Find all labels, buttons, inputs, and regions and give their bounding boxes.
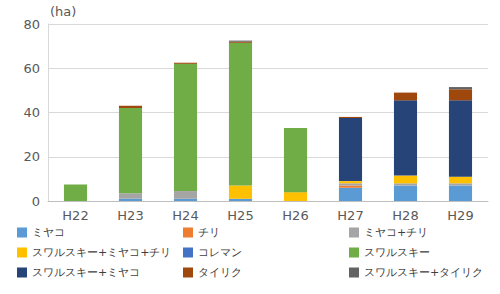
svg-text:スワルスキー+タイリク: スワルスキー+タイリク: [364, 266, 483, 279]
svg-text:チリ: チリ: [198, 226, 220, 239]
svg-text:H27: H27: [337, 208, 363, 223]
svg-text:0: 0: [32, 194, 40, 209]
svg-text:スワルスキー: スワルスキー: [364, 246, 430, 259]
svg-text:コレマン: コレマン: [198, 246, 242, 259]
svg-text:H23: H23: [117, 208, 143, 223]
svg-text:(ha): (ha): [50, 4, 76, 19]
svg-text:H25: H25: [227, 208, 253, 223]
svg-text:ミヤコ+チリ: ミヤコ+チリ: [364, 226, 428, 239]
svg-text:スワルスキー+ミヤコ: スワルスキー+ミヤコ: [32, 266, 140, 279]
svg-text:60: 60: [23, 61, 40, 76]
svg-text:タイリク: タイリク: [198, 266, 242, 279]
svg-text:H28: H28: [392, 208, 418, 223]
svg-text:H22: H22: [62, 208, 88, 223]
svg-text:H29: H29: [447, 208, 473, 223]
svg-text:20: 20: [23, 149, 40, 164]
svg-text:スワルスキー+ミヤコ+チリ: スワルスキー+ミヤコ+チリ: [32, 246, 171, 259]
svg-text:80: 80: [23, 17, 40, 32]
svg-text:H26: H26: [282, 208, 308, 223]
svg-text:40: 40: [23, 105, 40, 120]
svg-text:ミヤコ: ミヤコ: [32, 226, 65, 239]
svg-text:H24: H24: [172, 208, 198, 223]
